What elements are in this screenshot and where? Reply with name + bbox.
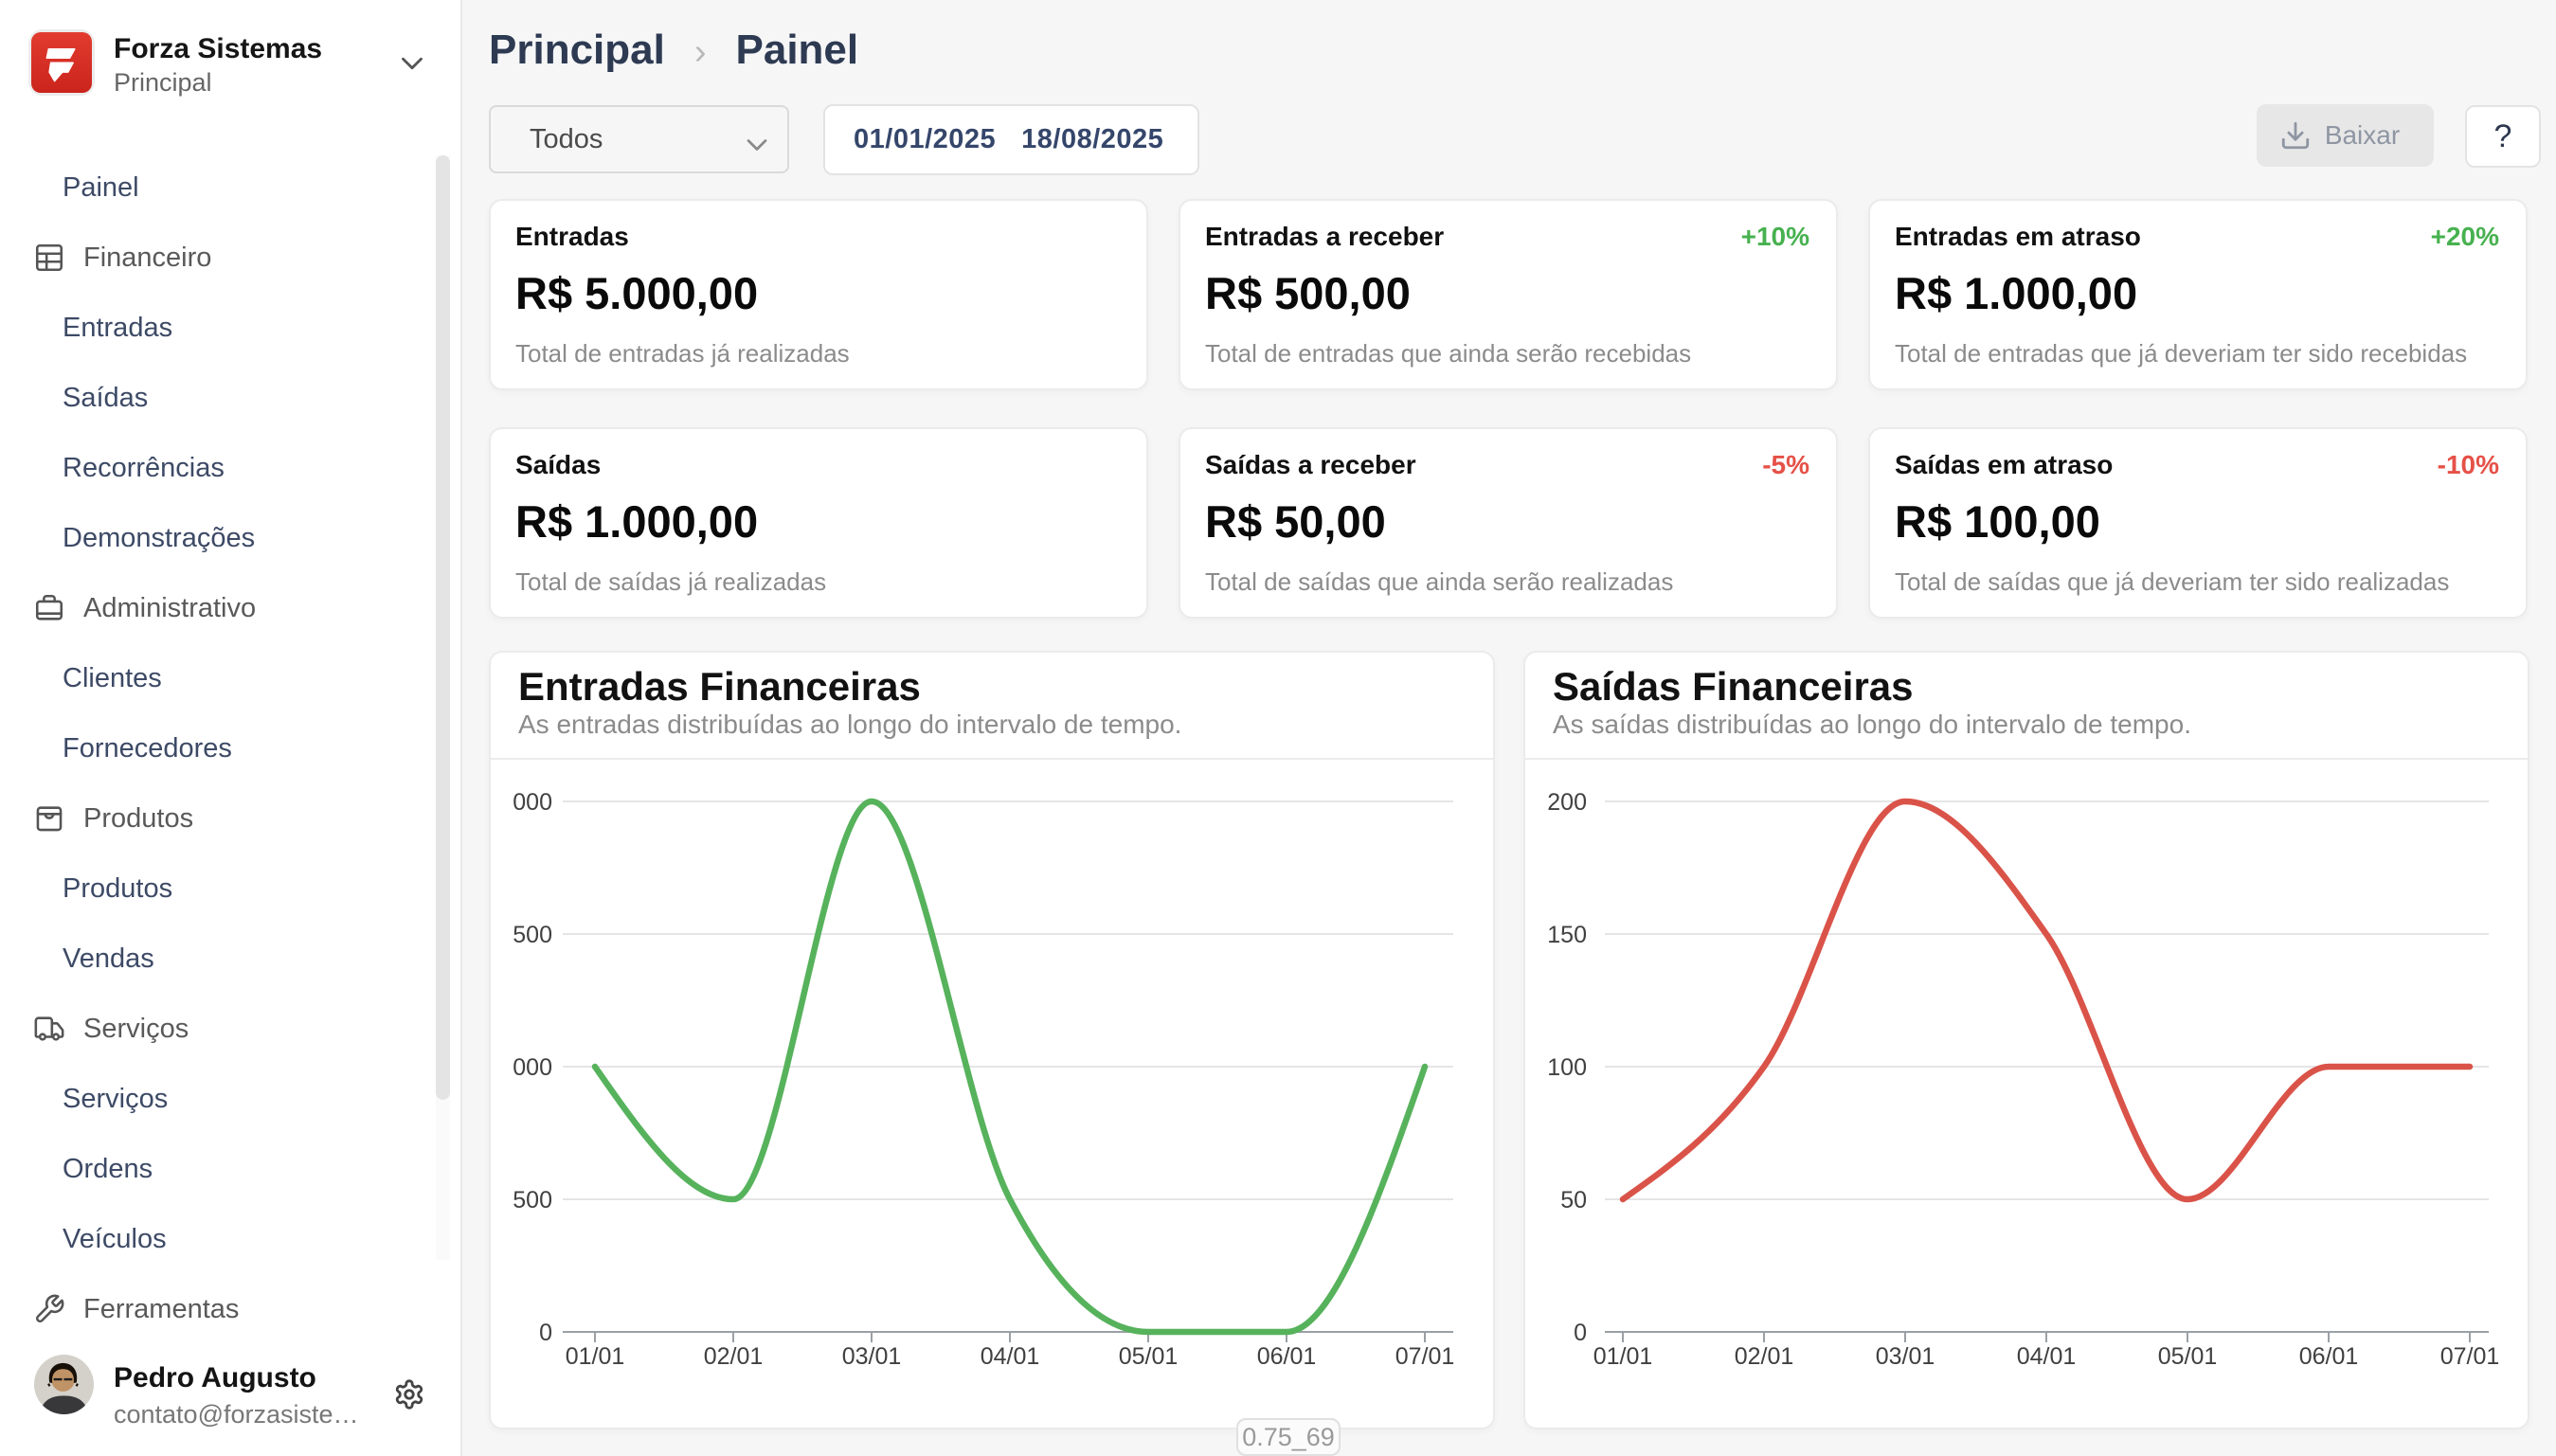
svg-text:06/01: 06/01: [2299, 1343, 2359, 1370]
svg-text:150: 150: [1547, 922, 1587, 948]
svg-text:02/01: 02/01: [1735, 1343, 1794, 1370]
svg-text:0: 0: [1574, 1320, 1587, 1346]
svg-text:04/01: 04/01: [2017, 1343, 2077, 1370]
svg-text:500: 500: [513, 922, 552, 948]
svg-text:500: 500: [513, 1187, 552, 1213]
svg-text:01/01: 01/01: [566, 1343, 625, 1370]
svg-text:07/01: 07/01: [2440, 1343, 2500, 1370]
svg-text:50: 50: [1560, 1187, 1587, 1213]
svg-text:01/01: 01/01: [1593, 1343, 1653, 1370]
svg-text:100: 100: [1547, 1054, 1587, 1081]
svg-text:000: 000: [513, 1054, 552, 1081]
svg-text:05/01: 05/01: [1119, 1343, 1179, 1370]
svg-text:0: 0: [539, 1320, 552, 1346]
svg-text:000: 000: [513, 789, 552, 816]
svg-text:07/01: 07/01: [1395, 1343, 1455, 1370]
svg-text:200: 200: [1547, 789, 1587, 816]
svg-text:05/01: 05/01: [2158, 1343, 2218, 1370]
svg-text:06/01: 06/01: [1257, 1343, 1317, 1370]
svg-text:04/01: 04/01: [981, 1343, 1040, 1370]
svg-text:02/01: 02/01: [704, 1343, 764, 1370]
svg-text:03/01: 03/01: [1876, 1343, 1935, 1370]
svg-text:03/01: 03/01: [842, 1343, 902, 1370]
